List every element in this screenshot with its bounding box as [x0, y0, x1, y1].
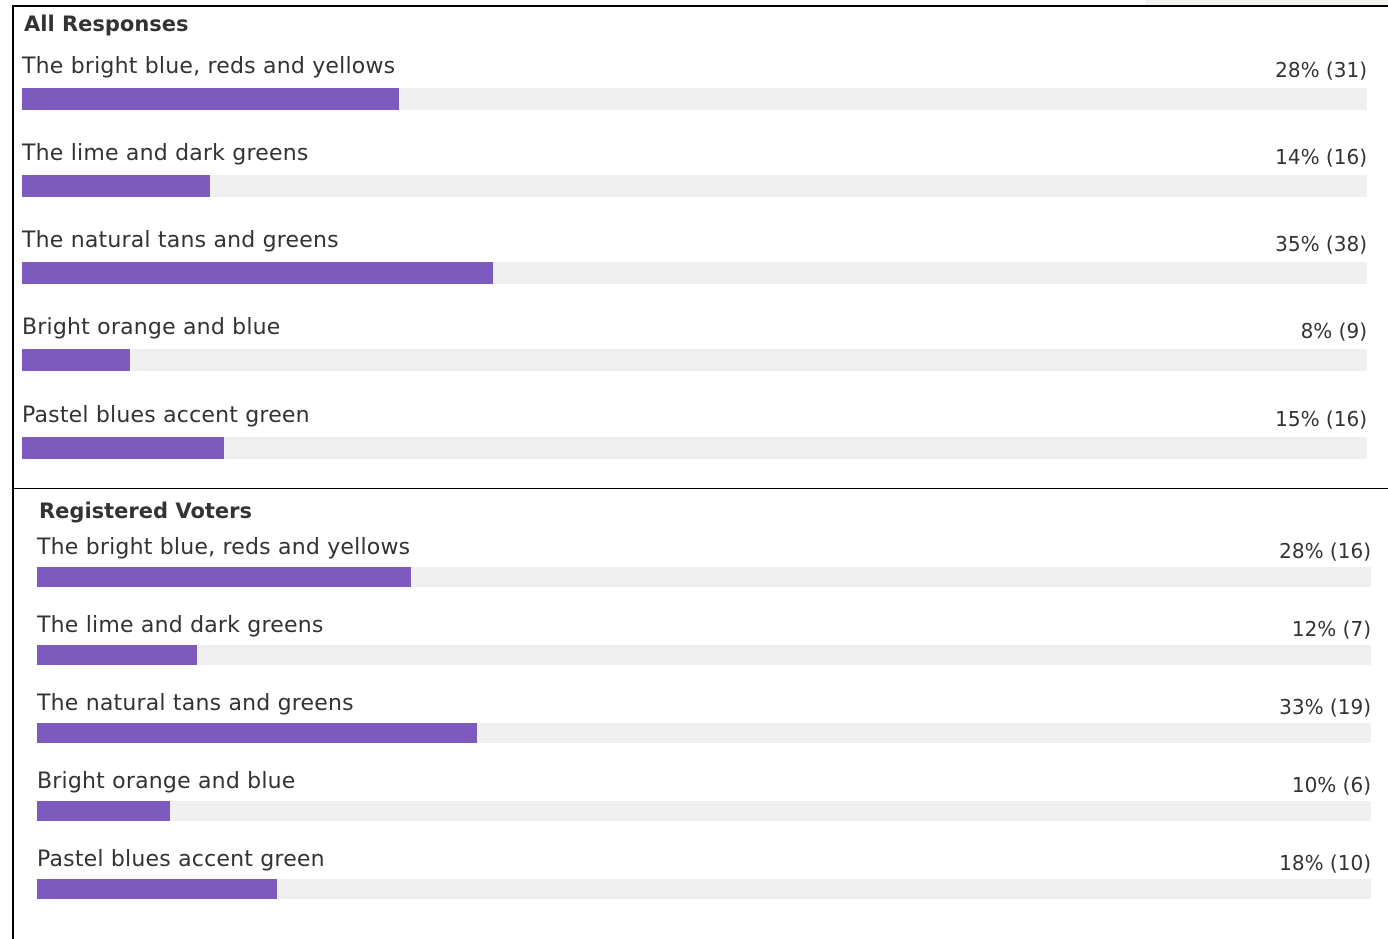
option-value: 33% (19): [1279, 695, 1371, 719]
option-value: 15% (16): [1275, 407, 1367, 431]
bar-fill: [37, 801, 171, 821]
bar-track: [37, 567, 1371, 587]
result-row: Bright orange and blue 10% (6): [37, 769, 1371, 824]
bar-track: [37, 645, 1371, 665]
bar-track: [22, 262, 1367, 284]
option-value: 35% (38): [1275, 232, 1367, 256]
option-value: 8% (9): [1300, 319, 1367, 343]
bar-fill: [22, 88, 399, 110]
option-label: Pastel blues accent green: [22, 403, 310, 428]
option-label: Bright orange and blue: [22, 315, 281, 340]
bar-fill: [22, 437, 224, 459]
bar-track: [37, 723, 1371, 743]
bar-fill: [37, 567, 411, 587]
result-row: Pastel blues accent green 18% (10): [37, 847, 1371, 902]
option-label: The natural tans and greens: [37, 691, 354, 716]
option-value: 14% (16): [1275, 145, 1367, 169]
option-label: The bright blue, reds and yellows: [37, 535, 411, 560]
bar-track: [22, 88, 1367, 110]
bar-fill: [22, 262, 493, 284]
all-responses-title: All Responses: [24, 12, 189, 36]
bar-fill: [22, 175, 211, 197]
bar-track: [22, 175, 1367, 197]
bar-fill: [37, 879, 278, 899]
option-value: 28% (16): [1279, 539, 1371, 563]
result-row: The natural tans and greens 33% (19): [37, 691, 1371, 746]
result-row: The lime and dark greens 14% (16): [22, 141, 1367, 201]
result-row: Bright orange and blue 8% (9): [22, 315, 1367, 375]
result-row: The bright blue, reds and yellows 28% (1…: [37, 535, 1371, 590]
option-value: 12% (7): [1291, 617, 1371, 641]
registered-voters-panel: Registered Voters The bright blue, reds …: [12, 489, 1388, 939]
bar-fill: [22, 349, 130, 371]
result-row: The natural tans and greens 35% (38): [22, 228, 1367, 288]
all-responses-panel: All Responses The bright blue, reds and …: [12, 5, 1388, 490]
result-row: The lime and dark greens 12% (7): [37, 613, 1371, 668]
bar-track: [22, 349, 1367, 371]
result-row: The bright blue, reds and yellows 28% (3…: [22, 54, 1367, 114]
bar-fill: [37, 723, 478, 743]
result-row: Pastel blues accent green 15% (16): [22, 403, 1367, 463]
option-label: The lime and dark greens: [22, 141, 309, 166]
top-right-strip: [1145, 0, 1388, 7]
option-label: The lime and dark greens: [37, 613, 324, 638]
option-label: Pastel blues accent green: [37, 847, 325, 872]
option-value: 28% (31): [1275, 58, 1367, 82]
option-value: 18% (10): [1279, 851, 1371, 875]
bar-track: [37, 879, 1371, 899]
bar-fill: [37, 645, 198, 665]
option-value: 10% (6): [1291, 773, 1371, 797]
option-label: The natural tans and greens: [22, 228, 339, 253]
option-label: Bright orange and blue: [37, 769, 296, 794]
bar-track: [37, 801, 1371, 821]
option-label: The bright blue, reds and yellows: [22, 54, 396, 79]
registered-voters-title: Registered Voters: [39, 499, 253, 523]
bar-track: [22, 437, 1367, 459]
